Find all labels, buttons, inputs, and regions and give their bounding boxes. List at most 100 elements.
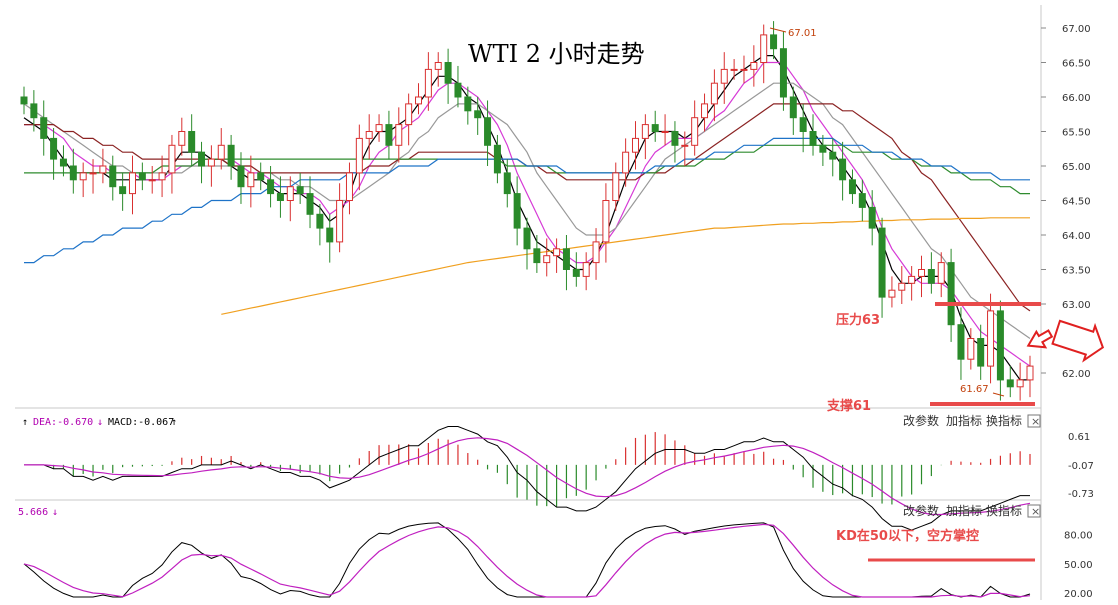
candle-body	[464, 96, 472, 112]
candle-body	[119, 186, 127, 195]
candle-body	[641, 124, 649, 139]
candle-body	[1016, 379, 1024, 388]
candle-body	[276, 193, 284, 202]
kd-tick-label: 50.00	[1064, 560, 1093, 571]
candle-body	[760, 34, 768, 64]
candle-body	[385, 124, 393, 146]
candle-body	[1026, 365, 1034, 381]
close-icon: ×	[1031, 415, 1040, 428]
candle-body	[730, 68, 738, 71]
candle-body	[779, 48, 787, 98]
candle-body	[158, 172, 166, 181]
candle-body	[533, 248, 541, 264]
price-tick-label: 63.50	[1062, 266, 1091, 277]
kd-swap-indicator-button[interactable]: 换指标	[986, 503, 1022, 518]
candle-body	[789, 96, 797, 119]
candle-body	[79, 172, 87, 181]
candle-body	[957, 324, 965, 360]
candle-body	[415, 96, 423, 105]
candle-body	[355, 137, 363, 174]
candle-body	[947, 262, 955, 326]
candle-body	[217, 144, 225, 160]
macd-dif-line	[24, 426, 1030, 531]
candle-body	[207, 158, 215, 167]
candle-body	[316, 213, 324, 229]
candle-body	[848, 179, 856, 195]
candle-body	[493, 144, 501, 174]
macd-tick-label: -0.73	[1068, 489, 1094, 500]
candle-body	[987, 310, 995, 367]
candle-body	[898, 282, 906, 291]
candle-body	[701, 103, 709, 119]
ma-line-3	[23, 82, 1031, 339]
candle-body	[622, 151, 630, 174]
candle-body	[937, 262, 945, 284]
candle-body	[365, 131, 373, 139]
kd-add-indicator-button[interactable]: 加指标	[946, 503, 982, 518]
kd-d-line	[23, 523, 1031, 598]
macd-up-arrow-icon: ↑	[22, 417, 28, 428]
candle-body	[918, 269, 926, 277]
macd-lines	[24, 426, 1031, 531]
price-axis-ticks: 67.00 66.50 66.00 65.50 65.00 64.50 64.00 63.50…	[1041, 24, 1091, 380]
kd-close-button[interactable]	[1027, 504, 1041, 518]
candle-body	[434, 62, 442, 70]
dea-label: DEA:-0.670	[33, 417, 93, 428]
candle-body	[178, 131, 186, 146]
candle-body	[345, 172, 353, 201]
macd-histogram	[52, 432, 1031, 507]
candle-body	[888, 289, 896, 298]
macd-label: MACD:-0.067	[108, 417, 174, 428]
candle-body	[30, 103, 38, 119]
candle-body	[582, 262, 590, 277]
candle-body	[523, 227, 531, 250]
kd-axis-ticks: 80.00 50.00 20.00	[1064, 531, 1093, 601]
candle-body	[424, 68, 432, 98]
candle-body	[592, 241, 600, 264]
ma-line-7	[221, 217, 1030, 315]
support-label: 支撑61	[826, 398, 871, 414]
candle-body	[710, 82, 718, 105]
candle-body	[562, 248, 570, 271]
candle-body	[661, 131, 669, 133]
candlesticks	[20, 21, 1034, 401]
candle-body	[750, 62, 758, 70]
candle-body	[286, 186, 294, 201]
candle-body	[50, 137, 58, 160]
candle-body	[59, 158, 67, 167]
close-icon: ×	[1031, 505, 1040, 518]
candle-body	[237, 165, 245, 188]
candle-body	[829, 151, 837, 160]
kd-down-arrow-icon: ↓	[52, 507, 58, 518]
candle-body	[257, 172, 265, 181]
ma-line-6	[24, 137, 1030, 264]
macd-params-button[interactable]: 改参数	[903, 413, 939, 428]
kd-params-button[interactable]: 改参数	[903, 503, 939, 518]
candle-body	[336, 200, 344, 243]
low-pointer	[992, 392, 1005, 397]
candle-body	[996, 310, 1004, 381]
candle-body	[405, 103, 413, 126]
candle-body	[671, 131, 679, 146]
candle-body	[770, 34, 778, 50]
candle-body	[927, 269, 935, 284]
candle-body	[89, 172, 97, 175]
macd-add-indicator-button[interactable]: 加指标	[946, 413, 982, 428]
macd-axis-ticks: 0.61 -0.07 -0.73	[1068, 432, 1094, 500]
candle-body	[809, 131, 817, 146]
candle-body	[720, 68, 728, 84]
macd-dea-line	[24, 437, 1031, 516]
candle-body	[868, 206, 876, 229]
macd-swap-indicator-button[interactable]: 换指标	[986, 413, 1022, 428]
resistance-label: 压力63	[836, 312, 880, 328]
candle-body	[651, 124, 659, 132]
high-pointer	[769, 27, 787, 33]
candle-body	[602, 200, 610, 243]
candle-body	[247, 172, 255, 188]
macd-close-button[interactable]	[1027, 414, 1041, 428]
candle-body	[306, 193, 314, 215]
low-price-label: 61.67	[960, 384, 989, 395]
candle-body	[553, 248, 561, 257]
candle-body	[572, 269, 580, 277]
price-tick-label: 63.00	[1062, 300, 1091, 311]
